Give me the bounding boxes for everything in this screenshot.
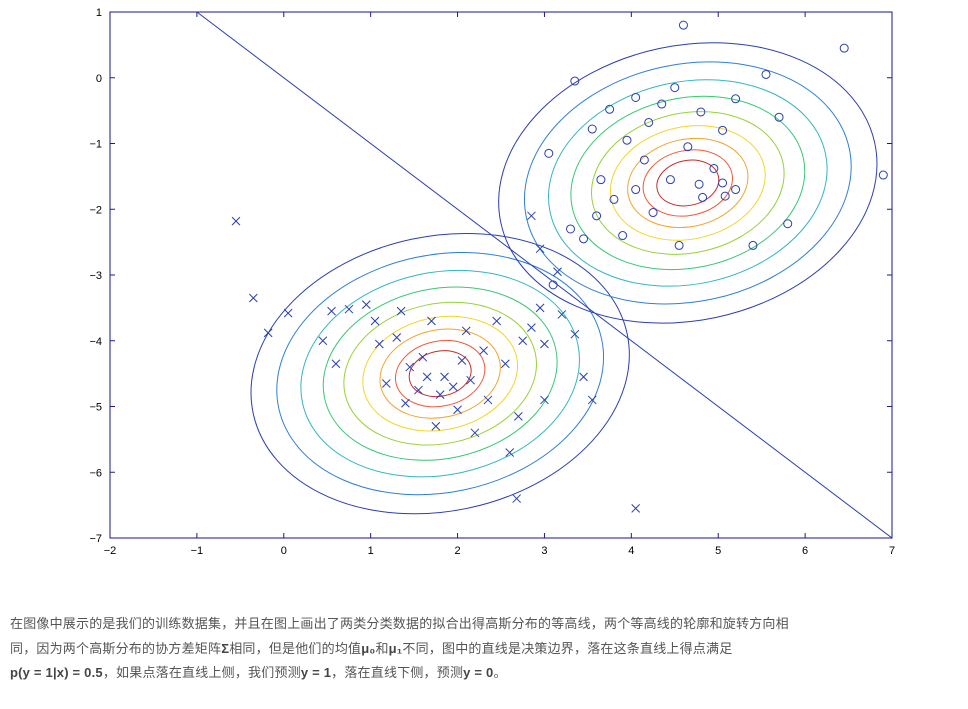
svg-text:−5: −5 (89, 402, 102, 414)
svg-text:−1: −1 (89, 139, 102, 151)
svg-text:−6: −6 (89, 467, 102, 479)
cap-mu1: μ₁ (389, 641, 403, 656)
svg-text:−4: −4 (89, 336, 102, 348)
cap-line2-d: 不同，图中的直线是决策边界，落在这条直线上得点满足 (402, 641, 732, 656)
cap-line3-c: 。 (493, 665, 506, 680)
svg-text:0: 0 (96, 73, 102, 85)
svg-text:1: 1 (96, 7, 102, 19)
cap-line2-b: 相同，但是他们的均值 (229, 641, 361, 656)
svg-text:−2: −2 (89, 204, 102, 216)
cap-eq1: p(y = 1|x) = 0.5 (10, 665, 103, 680)
svg-text:−1: −1 (191, 545, 204, 557)
svg-text:−3: −3 (89, 270, 102, 282)
svg-text:6: 6 (802, 545, 808, 557)
svg-text:1: 1 (368, 545, 374, 557)
cap-line1-a: 在图像中展示的是我们的训练数据集，并且在图上画出了两类分类数据的拟合出得高斯分布… (10, 616, 789, 631)
cap-line2-c: 和 (375, 641, 388, 656)
svg-text:7: 7 (889, 545, 895, 557)
scatter-contour-chart: −2 −1 0 1 2 3 4 5 6 7 −7 −6 −5 −4 −3 −2 −1 0 1 (62, 2, 902, 572)
svg-text:5: 5 (715, 545, 721, 557)
svg-text:−2: −2 (104, 545, 117, 557)
chart-container: −2 −1 0 1 2 3 4 5 6 7 −7 −6 −5 −4 −3 −2 −1 0 1 (62, 2, 902, 572)
cap-line3-b: ，落在直线下侧，预测 (331, 665, 463, 680)
svg-text:−7: −7 (89, 533, 102, 545)
cap-line3-a: ，如果点落在直线上侧，我们预测 (103, 665, 301, 680)
svg-text:0: 0 (281, 545, 287, 557)
svg-text:4: 4 (628, 545, 634, 557)
cap-eq2: y = 1 (301, 665, 331, 680)
cap-line2-a: 同，因为两个高斯分布的协方差矩阵 (10, 641, 221, 656)
svg-text:3: 3 (541, 545, 547, 557)
cap-eq3: y = 0 (463, 665, 493, 680)
cap-mu0: μ₀ (361, 641, 375, 656)
figure-caption: 在图像中展示的是我们的训练数据集，并且在图上画出了两类分类数据的拟合出得高斯分布… (10, 612, 950, 686)
svg-text:2: 2 (454, 545, 460, 557)
